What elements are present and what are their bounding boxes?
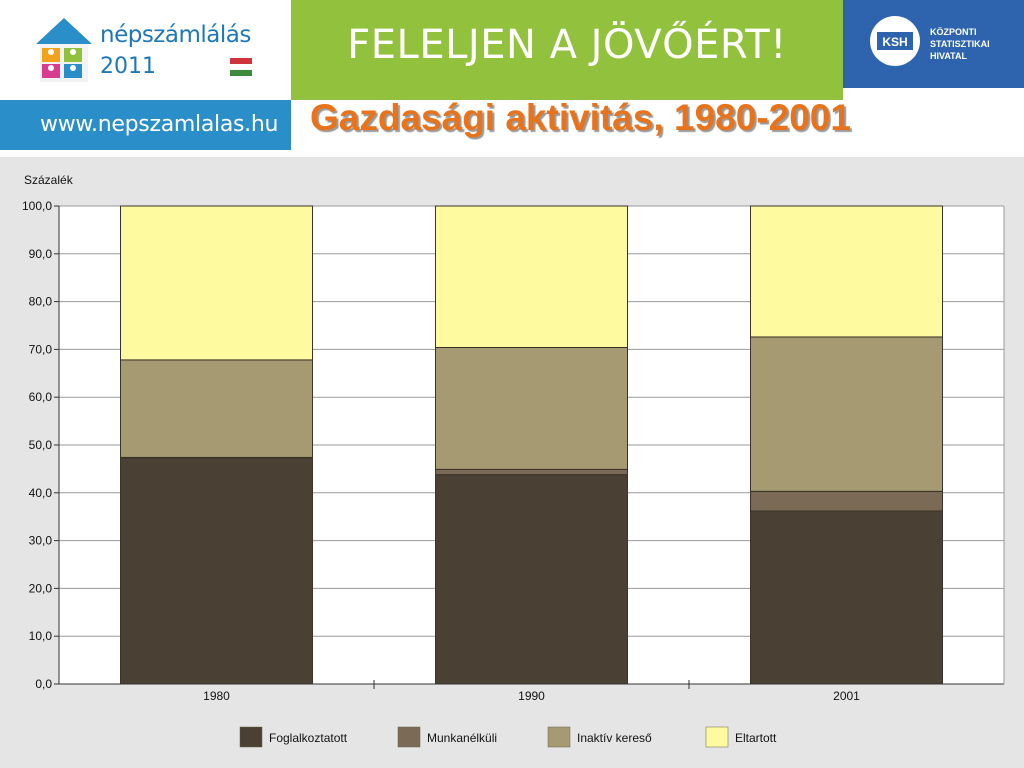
- bar-segment: [750, 336, 943, 492]
- y-tick-label: 0,0: [35, 677, 52, 691]
- logo-year: 2011: [100, 54, 156, 79]
- y-tick-label: 10,0: [29, 629, 53, 643]
- x-tick-label: 1990: [518, 689, 545, 703]
- ksh-logo-icon: KSH: [870, 16, 920, 66]
- page-title: Gazdasági aktivitás, 1980-2001: [310, 97, 851, 138]
- bar-segment: [750, 510, 943, 685]
- y-tick-label: 60,0: [29, 390, 53, 404]
- bar-segment: [435, 474, 628, 685]
- y-tick-label: 40,0: [29, 486, 53, 500]
- bar-segment: [435, 346, 628, 470]
- y-tick-label: 100,0: [22, 199, 52, 213]
- y-tick-label: 80,0: [29, 295, 53, 309]
- hungarian-flag-icon: [230, 58, 252, 76]
- legend-label: Munkanélküli: [427, 731, 497, 745]
- x-tick-label: 2001: [833, 689, 860, 703]
- legend-label: Inaktív kereső: [577, 731, 652, 745]
- y-tick-label: 20,0: [29, 581, 53, 595]
- bar-segment: [120, 457, 313, 685]
- y-tick-label: 50,0: [29, 438, 53, 452]
- logo-title: népszámlálás: [100, 22, 251, 48]
- bar-segment: [750, 490, 943, 512]
- y-axis-label: Százalék: [24, 173, 74, 187]
- ksh-line-1: KÖZPONTI: [930, 27, 977, 37]
- slogan-banner: [291, 0, 843, 100]
- y-tick-label: 90,0: [29, 247, 53, 261]
- legend-swatch: [239, 726, 263, 748]
- house-people-icon: [36, 18, 92, 82]
- y-tick-label: 70,0: [29, 342, 53, 356]
- ksh-name: KÖZPONTI STATISZTIKAI HIVATAL: [930, 26, 990, 62]
- ksh-line-2: STATISZTIKAI: [930, 39, 990, 49]
- census-logo[interactable]: népszámlálás 2011: [0, 0, 290, 100]
- stacked-bar-chart: Százalék 0,0 10,0 20,0 30,0 40,0 50,0 60,0 70,0…: [22, 173, 1005, 748]
- legend-label: Foglalkoztatott: [269, 731, 348, 745]
- slogan: FELELJEN A JÖVŐÉRT!: [347, 22, 787, 68]
- bar-segment: [750, 205, 943, 338]
- x-tick-label: 1980: [203, 689, 230, 703]
- y-tick-label: 30,0: [29, 534, 53, 548]
- url-bar: [0, 100, 291, 150]
- legend-swatch: [397, 726, 421, 748]
- legend-label: Eltartott: [735, 731, 777, 745]
- bar-segment: [435, 468, 628, 476]
- bar-segment: [120, 359, 313, 458]
- header: népszámlálás 2011 www.nepszamlalas.hu FE…: [0, 0, 1024, 157]
- ksh-abbreviation: KSH: [882, 35, 907, 49]
- bar-segment: [435, 205, 628, 348]
- website-link[interactable]: www.nepszamlalas.hu: [40, 112, 279, 137]
- bar-segment: [120, 205, 313, 361]
- ksh-line-3: HIVATAL: [930, 51, 967, 61]
- legend-swatch: [547, 726, 571, 748]
- legend-swatch: [705, 726, 729, 748]
